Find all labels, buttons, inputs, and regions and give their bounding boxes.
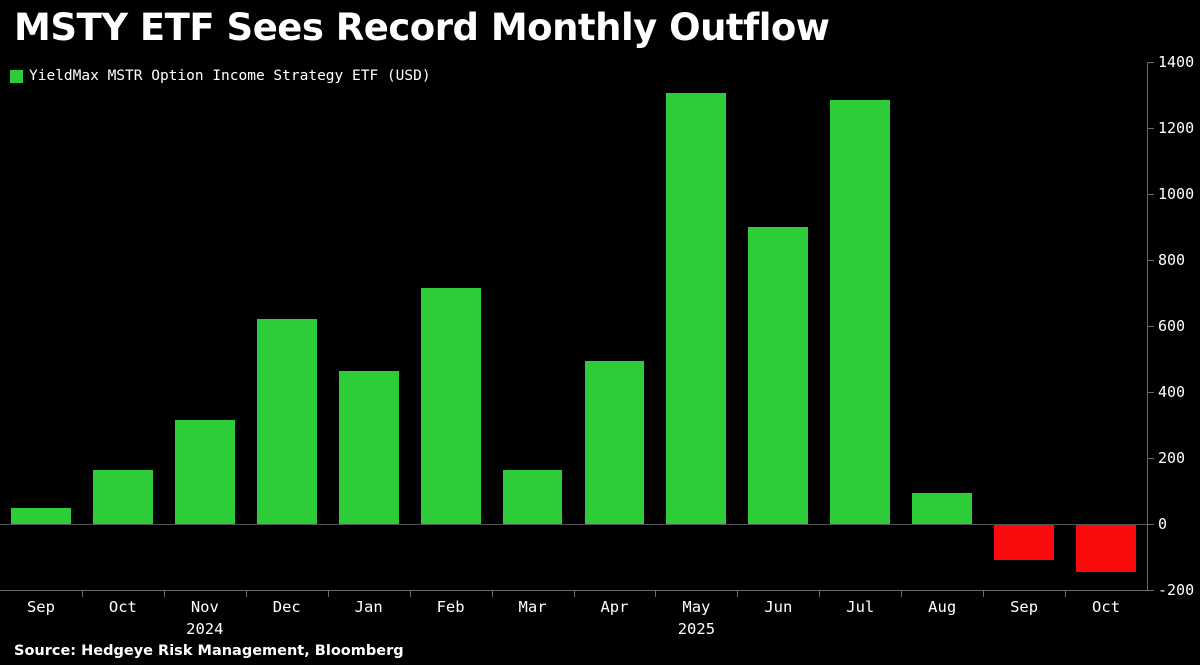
x-tick-label: Feb (436, 598, 465, 616)
bar-apr-7 (584, 360, 645, 524)
x-tick-mark (655, 591, 657, 597)
y-tick-label: 200 (1158, 449, 1186, 467)
x-tick-mark (81, 591, 83, 597)
x-tick-mark (573, 591, 575, 597)
y-tick-mark (1148, 392, 1154, 393)
x-tick-label: Dec (272, 598, 301, 616)
y-tick-label: 400 (1158, 383, 1186, 401)
y-tick-mark (1148, 128, 1154, 129)
page-title: MSTY ETF Sees Record Monthly Outflow (14, 6, 830, 49)
bar-sep-0 (11, 507, 71, 524)
legend-swatch-icon (10, 69, 23, 83)
zero-line (0, 524, 1147, 525)
y-tick-mark (1148, 260, 1154, 261)
x-group-label: 2024 (186, 620, 224, 638)
x-tick-label: Sep (26, 598, 55, 616)
legend-item-label: YieldMax MSTR Option Income Strategy ETF… (29, 68, 431, 84)
x-tick-label: Oct (108, 598, 137, 616)
bar-jul-10 (830, 99, 891, 524)
x-tick-mark (901, 591, 903, 597)
source-note: Source: Hedgeye Risk Management, Bloombe… (14, 643, 404, 659)
bar-sep-12 (994, 524, 1054, 561)
x-tick-mark (327, 591, 329, 597)
chart-legend: YieldMax MSTR Option Income Strategy ETF… (10, 68, 431, 84)
y-tick-label: 600 (1158, 317, 1186, 335)
bar-dec-3 (256, 319, 317, 524)
bar-oct-1 (92, 469, 153, 524)
x-tick-mark (819, 591, 821, 597)
x-group-label: 2025 (677, 620, 716, 638)
y-tick-label: -200 (1158, 581, 1195, 599)
bar-mar-6 (502, 469, 563, 524)
bar-aug-11 (912, 492, 973, 524)
y-tick-label: 1000 (1158, 185, 1195, 203)
y-tick-mark (1148, 590, 1154, 591)
y-tick-label: 0 (1158, 515, 1168, 533)
y-tick-mark (1148, 326, 1154, 327)
bar-may-8 (666, 93, 727, 524)
source-bar (0, 640, 1200, 665)
x-axis (0, 590, 1148, 591)
x-tick-label: Sep (1010, 598, 1039, 616)
bar-series (0, 62, 1147, 590)
bar-jan-4 (338, 370, 399, 524)
x-tick-label: Aug (928, 598, 957, 616)
x-tick-label: Mar (518, 598, 547, 616)
x-tick-label: Jul (846, 598, 875, 616)
plot-area (0, 62, 1147, 590)
y-tick-mark (1148, 194, 1154, 195)
x-tick-mark (245, 591, 247, 597)
x-tick-mark (491, 591, 493, 597)
x-tick-label: Nov (190, 598, 219, 616)
y-tick-label: 1400 (1158, 53, 1195, 71)
x-tick-mark (409, 591, 411, 597)
y-tick-mark (1148, 62, 1154, 63)
y-tick-mark (1148, 458, 1154, 459)
y-axis (1147, 62, 1148, 590)
x-tick-label: May (682, 598, 711, 616)
x-tick-mark (1065, 591, 1067, 597)
bar-nov-2 (174, 420, 235, 524)
x-tick-label: Oct (1092, 598, 1121, 616)
bar-jun-9 (748, 227, 809, 524)
y-tick-label: 800 (1158, 251, 1186, 269)
x-tick-mark (983, 591, 985, 597)
y-tick-mark (1148, 524, 1154, 525)
x-tick-label: Apr (600, 598, 629, 616)
x-tick-label: Jun (764, 598, 793, 616)
x-tick-mark (163, 591, 165, 597)
x-tick-label: Jan (354, 598, 383, 616)
bar-feb-5 (420, 288, 481, 524)
x-tick-mark (737, 591, 739, 597)
bar-oct-13 (1076, 524, 1136, 572)
y-tick-label: 1200 (1158, 119, 1195, 137)
